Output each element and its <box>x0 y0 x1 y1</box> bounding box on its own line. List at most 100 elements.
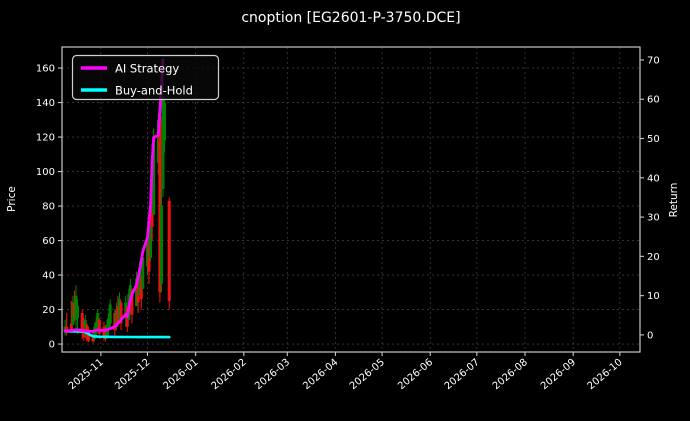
candle-body <box>150 206 154 227</box>
candle-body <box>74 295 78 320</box>
candle-body <box>167 200 171 301</box>
candle-body <box>141 257 145 289</box>
x-tick-label: 2026-04 <box>301 357 340 392</box>
candle-body <box>149 209 153 258</box>
candle-body <box>152 140 156 215</box>
right-tick-label: 10 <box>647 291 660 302</box>
candle-body <box>116 306 120 322</box>
candle-body <box>117 299 121 320</box>
candle-body <box>108 304 112 324</box>
candle-up <box>63 319 67 336</box>
candle-body <box>156 119 160 163</box>
left-tick-label: 140 <box>36 98 55 109</box>
x-tick-label: 2026-10 <box>586 357 625 392</box>
left-tick-label: 20 <box>42 305 55 316</box>
candle-body <box>159 206 163 284</box>
candle-down <box>72 290 76 322</box>
tick-marks <box>58 59 644 356</box>
candle-down <box>119 300 123 331</box>
candle-body <box>76 306 80 319</box>
x-tick-label: 2026-01 <box>161 357 200 392</box>
candle-body <box>113 313 117 331</box>
candle-down <box>104 325 108 342</box>
plot-border <box>61 46 641 353</box>
candle-body <box>163 102 167 141</box>
candle-body <box>136 283 140 303</box>
candle-body <box>145 237 149 267</box>
candle-body <box>93 326 97 339</box>
x-tick-label: 2026-09 <box>539 357 578 392</box>
left-axis-label: Price <box>6 186 18 212</box>
candle-body <box>83 319 87 336</box>
x-tick-label: 2026-08 <box>491 357 530 392</box>
candle-up <box>135 271 139 307</box>
right-tick-label: 70 <box>647 55 660 66</box>
candles-layer <box>63 68 171 343</box>
legend-label-buy-and-hold: Buy-and-Hold <box>115 84 193 98</box>
candle-body <box>147 244 151 272</box>
candle-up <box>107 313 111 336</box>
candle-up <box>117 292 121 324</box>
candle-body <box>63 326 67 332</box>
candle-body <box>71 302 75 326</box>
candle-body <box>124 302 128 319</box>
candle-up <box>94 316 98 338</box>
candle-body <box>158 116 162 293</box>
left-tick-label: 120 <box>36 133 55 144</box>
left-tick-label: 80 <box>42 202 55 213</box>
right-tick-label: 60 <box>647 95 660 106</box>
right-tick-label: 40 <box>647 173 660 184</box>
candle-down <box>113 309 117 336</box>
left-tick-label: 100 <box>36 167 55 178</box>
right-tick-label: 20 <box>647 252 660 263</box>
left-tick-label: 60 <box>42 236 55 247</box>
x-tick-label: 2026-07 <box>443 357 482 392</box>
legend-label-ai-strategy: AI Strategy <box>115 62 179 76</box>
candle-body <box>94 321 98 331</box>
candle-down <box>167 197 171 310</box>
candle-up <box>76 299 80 334</box>
candle-body <box>96 313 100 327</box>
candle-body <box>130 292 134 315</box>
x-tick-label: 2025-12 <box>113 357 152 392</box>
candle-body <box>97 319 101 334</box>
legend: AI Strategy Buy-and-Hold <box>71 54 220 101</box>
candle-up <box>71 295 75 326</box>
right-axis-label: Return <box>668 183 680 218</box>
left-tick-label: 40 <box>42 271 55 282</box>
candle-body <box>139 278 143 300</box>
x-tick-label: 2026-05 <box>348 357 387 392</box>
candle-body <box>114 309 118 327</box>
candle-up <box>108 299 112 331</box>
x-tick-label: 2026-06 <box>396 357 435 392</box>
candle-body <box>69 323 73 329</box>
candle-down <box>147 240 151 284</box>
buy-and-hold-line <box>63 329 171 339</box>
candle-body <box>119 302 123 324</box>
tick-labels: 2025-11 2025-12 2026-01 2026-02 2026-03 2026-… <box>36 55 660 392</box>
right-tick-label: 0 <box>647 330 653 341</box>
candle-body <box>65 326 69 332</box>
legend-box <box>71 54 220 101</box>
candle-up <box>159 188 163 293</box>
candle-down <box>139 275 143 310</box>
left-tick-label: 160 <box>36 64 55 75</box>
gridlines <box>62 47 640 352</box>
x-tick-label: 2026-02 <box>210 357 249 392</box>
candle-up <box>124 295 128 327</box>
candle-down <box>158 109 162 303</box>
ai-strategy-line <box>63 58 165 333</box>
candle-body <box>161 99 165 189</box>
x-tick-label: 2026-03 <box>253 357 292 392</box>
candle-down <box>136 281 140 314</box>
candle-body <box>72 302 76 317</box>
right-tick-label: 50 <box>647 134 660 145</box>
candle-down <box>69 300 73 331</box>
candle-body <box>86 330 90 341</box>
chart-title: cnoption [EG2601-P-3750.DCE] <box>241 10 460 26</box>
candle-body <box>138 268 142 296</box>
candle-body <box>135 278 139 307</box>
candle-up <box>74 285 78 331</box>
x-tick-label: 2025-11 <box>67 357 106 392</box>
